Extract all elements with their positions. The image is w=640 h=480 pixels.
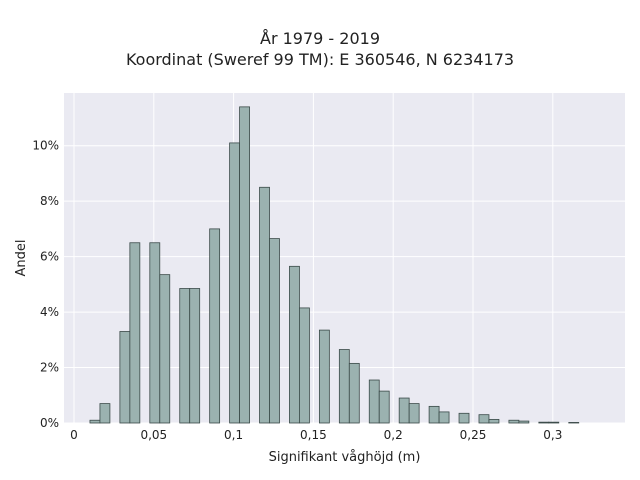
- histogram-bar: [338, 349, 350, 424]
- x-tick-label: 0,25: [460, 428, 487, 442]
- histogram-bar: [189, 288, 201, 424]
- y-tick-label: 4%: [40, 305, 59, 319]
- y-tick-label: 6%: [40, 250, 59, 264]
- histogram-bar: [318, 329, 330, 424]
- histogram-bar: [159, 274, 171, 424]
- histogram-bar: [478, 414, 490, 424]
- histogram-bar: [508, 419, 520, 424]
- y-tick-label: 10%: [32, 139, 59, 153]
- histogram-bar: [179, 288, 191, 424]
- x-tick-label: 0,05: [140, 428, 167, 442]
- histogram-bar: [299, 307, 310, 424]
- histogram-bar: [348, 362, 360, 424]
- x-tick-label: 0,3: [543, 428, 562, 442]
- histogram-bar: [209, 228, 221, 424]
- chart-title: År 1979 - 2019: [260, 29, 380, 48]
- chart-subtitle: Koordinat (Sweref 99 TM): E 360546, N 62…: [125, 50, 515, 69]
- histogram-bar: [378, 390, 390, 424]
- y-axis-ticks: 0% 2% 4% 6% 8% 10%: [32, 139, 59, 430]
- histogram-bar: [518, 420, 530, 424]
- histogram-bar: [428, 405, 440, 424]
- x-axis-ticks: 0 0,05 0,1 0,15 0,2 0,25 0,3: [70, 428, 562, 442]
- histogram-bar: [119, 331, 131, 424]
- histogram-bar: [548, 421, 560, 424]
- histogram-bar: [229, 142, 240, 424]
- y-tick-label: 2%: [40, 361, 59, 375]
- histogram-bar: [368, 379, 380, 424]
- histogram-bars: [89, 106, 580, 424]
- x-tick-label: 0,15: [300, 428, 327, 442]
- histogram-bar: [89, 419, 101, 424]
- histogram-bar: [259, 186, 270, 424]
- histogram-bar: [129, 242, 141, 424]
- x-tick-label: 0,1: [224, 428, 243, 442]
- y-axis-label: Andel: [14, 240, 29, 277]
- histogram-bar: [99, 403, 111, 424]
- histogram-bar: [538, 421, 550, 424]
- histogram-bar: [398, 397, 410, 424]
- histogram-bar: [408, 403, 420, 424]
- y-tick-label: 0%: [40, 416, 59, 430]
- histogram-bar: [239, 106, 250, 424]
- x-axis-label: Signifikant våghöjd (m): [269, 450, 421, 465]
- x-tick-label: 0,2: [384, 428, 403, 442]
- histogram-bar: [568, 422, 580, 424]
- histogram-bar: [488, 418, 500, 424]
- histogram-bar: [149, 242, 161, 424]
- histogram-bar: [269, 238, 280, 424]
- histogram-bar: [458, 412, 470, 424]
- y-tick-label: 8%: [40, 194, 59, 208]
- histogram-bar: [438, 411, 450, 424]
- histogram-bar: [289, 265, 300, 424]
- x-tick-label: 0: [70, 428, 78, 442]
